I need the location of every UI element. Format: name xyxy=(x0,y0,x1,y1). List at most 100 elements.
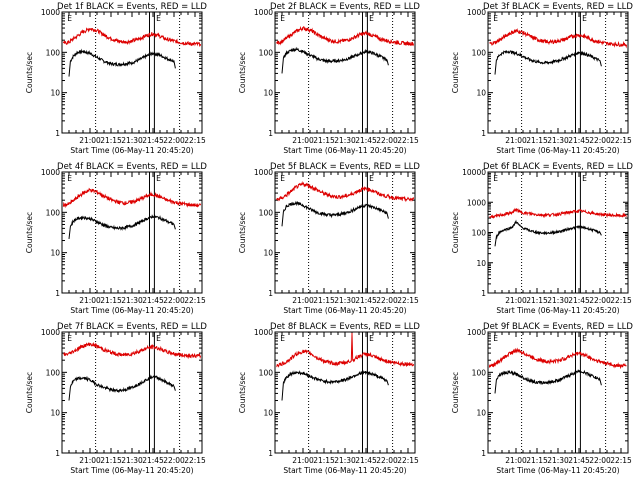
y-tick-label: 1000 xyxy=(254,168,273,177)
panel-title: Det 4f BLACK = Events, RED = LLD xyxy=(57,162,207,172)
x-tick-label: 22:00 xyxy=(163,136,185,145)
y-tick-label: 1 xyxy=(481,129,486,138)
y-tick-label: 1000 xyxy=(41,328,60,337)
interval-marker: E xyxy=(156,14,161,23)
x-tick-label: 22:15 xyxy=(184,136,206,145)
x-tick-label: 21:00 xyxy=(79,456,101,465)
x-tick-label: 21:00 xyxy=(505,296,527,305)
y-tick-label: 1 xyxy=(268,129,273,138)
x-tick-label: 21:15 xyxy=(313,296,335,305)
plot-frame xyxy=(61,331,203,454)
series-lld-line xyxy=(489,27,628,49)
y-tick-label: 100 xyxy=(472,48,487,57)
y-tick-label: 10 xyxy=(263,89,273,98)
panel-title: Det 9f BLACK = Events, RED = LLD xyxy=(483,322,633,332)
x-tick-label: 21:45 xyxy=(355,136,377,145)
panel-title: Det 8f BLACK = Events, RED = LLD xyxy=(270,322,420,332)
x-tick-label: 21:30 xyxy=(547,136,569,145)
series-lld-line xyxy=(276,180,415,203)
panel-4: Det 4f BLACK = Events, RED = LLD E E 1 10 100… xyxy=(25,162,207,315)
x-tick-label: 21:15 xyxy=(526,296,548,305)
interval-marker: E xyxy=(582,334,587,343)
y-tick-label: 1 xyxy=(481,289,486,298)
y-tick-label: 100 xyxy=(472,229,487,238)
interval-marker: E xyxy=(369,334,374,343)
y-axis-label: Counts/sec xyxy=(25,212,34,253)
x-tick-label: 22:15 xyxy=(397,136,419,145)
y-tick-label: 1 xyxy=(268,289,273,298)
x-tick-label: 22:00 xyxy=(589,296,611,305)
panel-3: Det 3f BLACK = Events, RED = LLD E E 1 10 100… xyxy=(451,2,633,155)
series-lld-line xyxy=(63,342,202,360)
interval-marker: E xyxy=(493,14,498,23)
x-axis-label: Start Time (06-May-11 20:45:20) xyxy=(283,306,406,315)
x-tick-label: 21:45 xyxy=(568,296,590,305)
y-axis-label: Counts/sec xyxy=(238,52,247,93)
series-events-line xyxy=(68,214,176,239)
x-tick-label: 22:15 xyxy=(397,456,419,465)
y-axis-label: Counts/sec xyxy=(238,372,247,413)
interval-marker: E xyxy=(582,14,587,23)
x-tick-label: 21:15 xyxy=(526,456,548,465)
series-events-line xyxy=(494,219,602,247)
x-tick-label: 21:00 xyxy=(292,296,314,305)
interval-marker: E xyxy=(67,334,72,343)
panel-5: Det 5f BLACK = Events, RED = LLD E E 1 10 100… xyxy=(238,162,420,315)
y-tick-label: 1000 xyxy=(467,328,486,337)
y-tick-label: 1000 xyxy=(41,8,60,17)
x-tick-label: 21:45 xyxy=(142,456,164,465)
x-tick-label: 21:30 xyxy=(121,136,143,145)
x-axis-label: Start Time (06-May-11 20:45:20) xyxy=(283,146,406,155)
x-axis-label: Start Time (06-May-11 20:45:20) xyxy=(496,146,619,155)
panel-title: Det 5f BLACK = Events, RED = LLD xyxy=(270,162,420,172)
y-tick-label: 1000 xyxy=(254,328,273,337)
y-tick-label: 1 xyxy=(55,289,60,298)
plot-frame xyxy=(61,11,203,134)
panel-2: Det 2f BLACK = Events, RED = LLD E E 1 10 100… xyxy=(238,2,420,155)
x-tick-label: 22:15 xyxy=(610,456,632,465)
y-tick-label: 1000 xyxy=(467,198,486,207)
y-tick-label: 1000 xyxy=(254,8,273,17)
y-tick-label: 10 xyxy=(50,249,60,258)
interval-marker: E xyxy=(280,174,285,183)
series-events-line xyxy=(281,46,389,74)
x-tick-label: 21:45 xyxy=(568,136,590,145)
interval-marker: E xyxy=(493,334,498,343)
y-tick-label: 100 xyxy=(259,368,274,377)
x-tick-label: 21:15 xyxy=(526,136,548,145)
panel-title: Det 6f BLACK = Events, RED = LLD xyxy=(483,162,633,172)
series-events-line xyxy=(494,369,602,394)
y-tick-label: 100 xyxy=(259,48,274,57)
interval-box xyxy=(575,11,581,134)
x-tick-label: 21:00 xyxy=(79,296,101,305)
x-tick-label: 21:30 xyxy=(334,136,356,145)
x-tick-label: 22:15 xyxy=(610,136,632,145)
y-axis-label: Counts/sec xyxy=(25,372,34,413)
x-tick-label: 21:15 xyxy=(313,456,335,465)
x-tick-label: 21:45 xyxy=(355,456,377,465)
x-axis-label: Start Time (06-May-11 20:45:20) xyxy=(70,466,193,475)
plot-frame xyxy=(274,331,416,454)
x-tick-label: 21:15 xyxy=(100,456,122,465)
interval-box xyxy=(149,331,155,454)
x-tick-label: 21:00 xyxy=(292,136,314,145)
y-tick-label: 1000 xyxy=(467,8,486,17)
series-events-line xyxy=(494,50,602,75)
y-tick-label: 1 xyxy=(268,449,273,458)
series-events-line xyxy=(281,200,389,227)
y-tick-label: 1 xyxy=(55,449,60,458)
series-lld-line xyxy=(488,347,627,370)
y-tick-label: 100 xyxy=(259,208,274,217)
series-events-line xyxy=(68,374,176,401)
x-tick-label: 21:00 xyxy=(505,456,527,465)
interval-marker: E xyxy=(369,14,374,23)
series-events-line xyxy=(68,48,176,77)
x-axis-label: Start Time (06-May-11 20:45:20) xyxy=(496,306,619,315)
x-tick-label: 21:30 xyxy=(121,456,143,465)
panel-1: Det 1f BLACK = Events, RED = LLD E E 1 10 100… xyxy=(25,2,207,155)
interval-marker: E xyxy=(582,174,587,183)
interval-marker: E xyxy=(280,14,285,23)
panel-title: Det 1f BLACK = Events, RED = LLD xyxy=(57,2,207,12)
x-tick-label: 21:45 xyxy=(568,456,590,465)
